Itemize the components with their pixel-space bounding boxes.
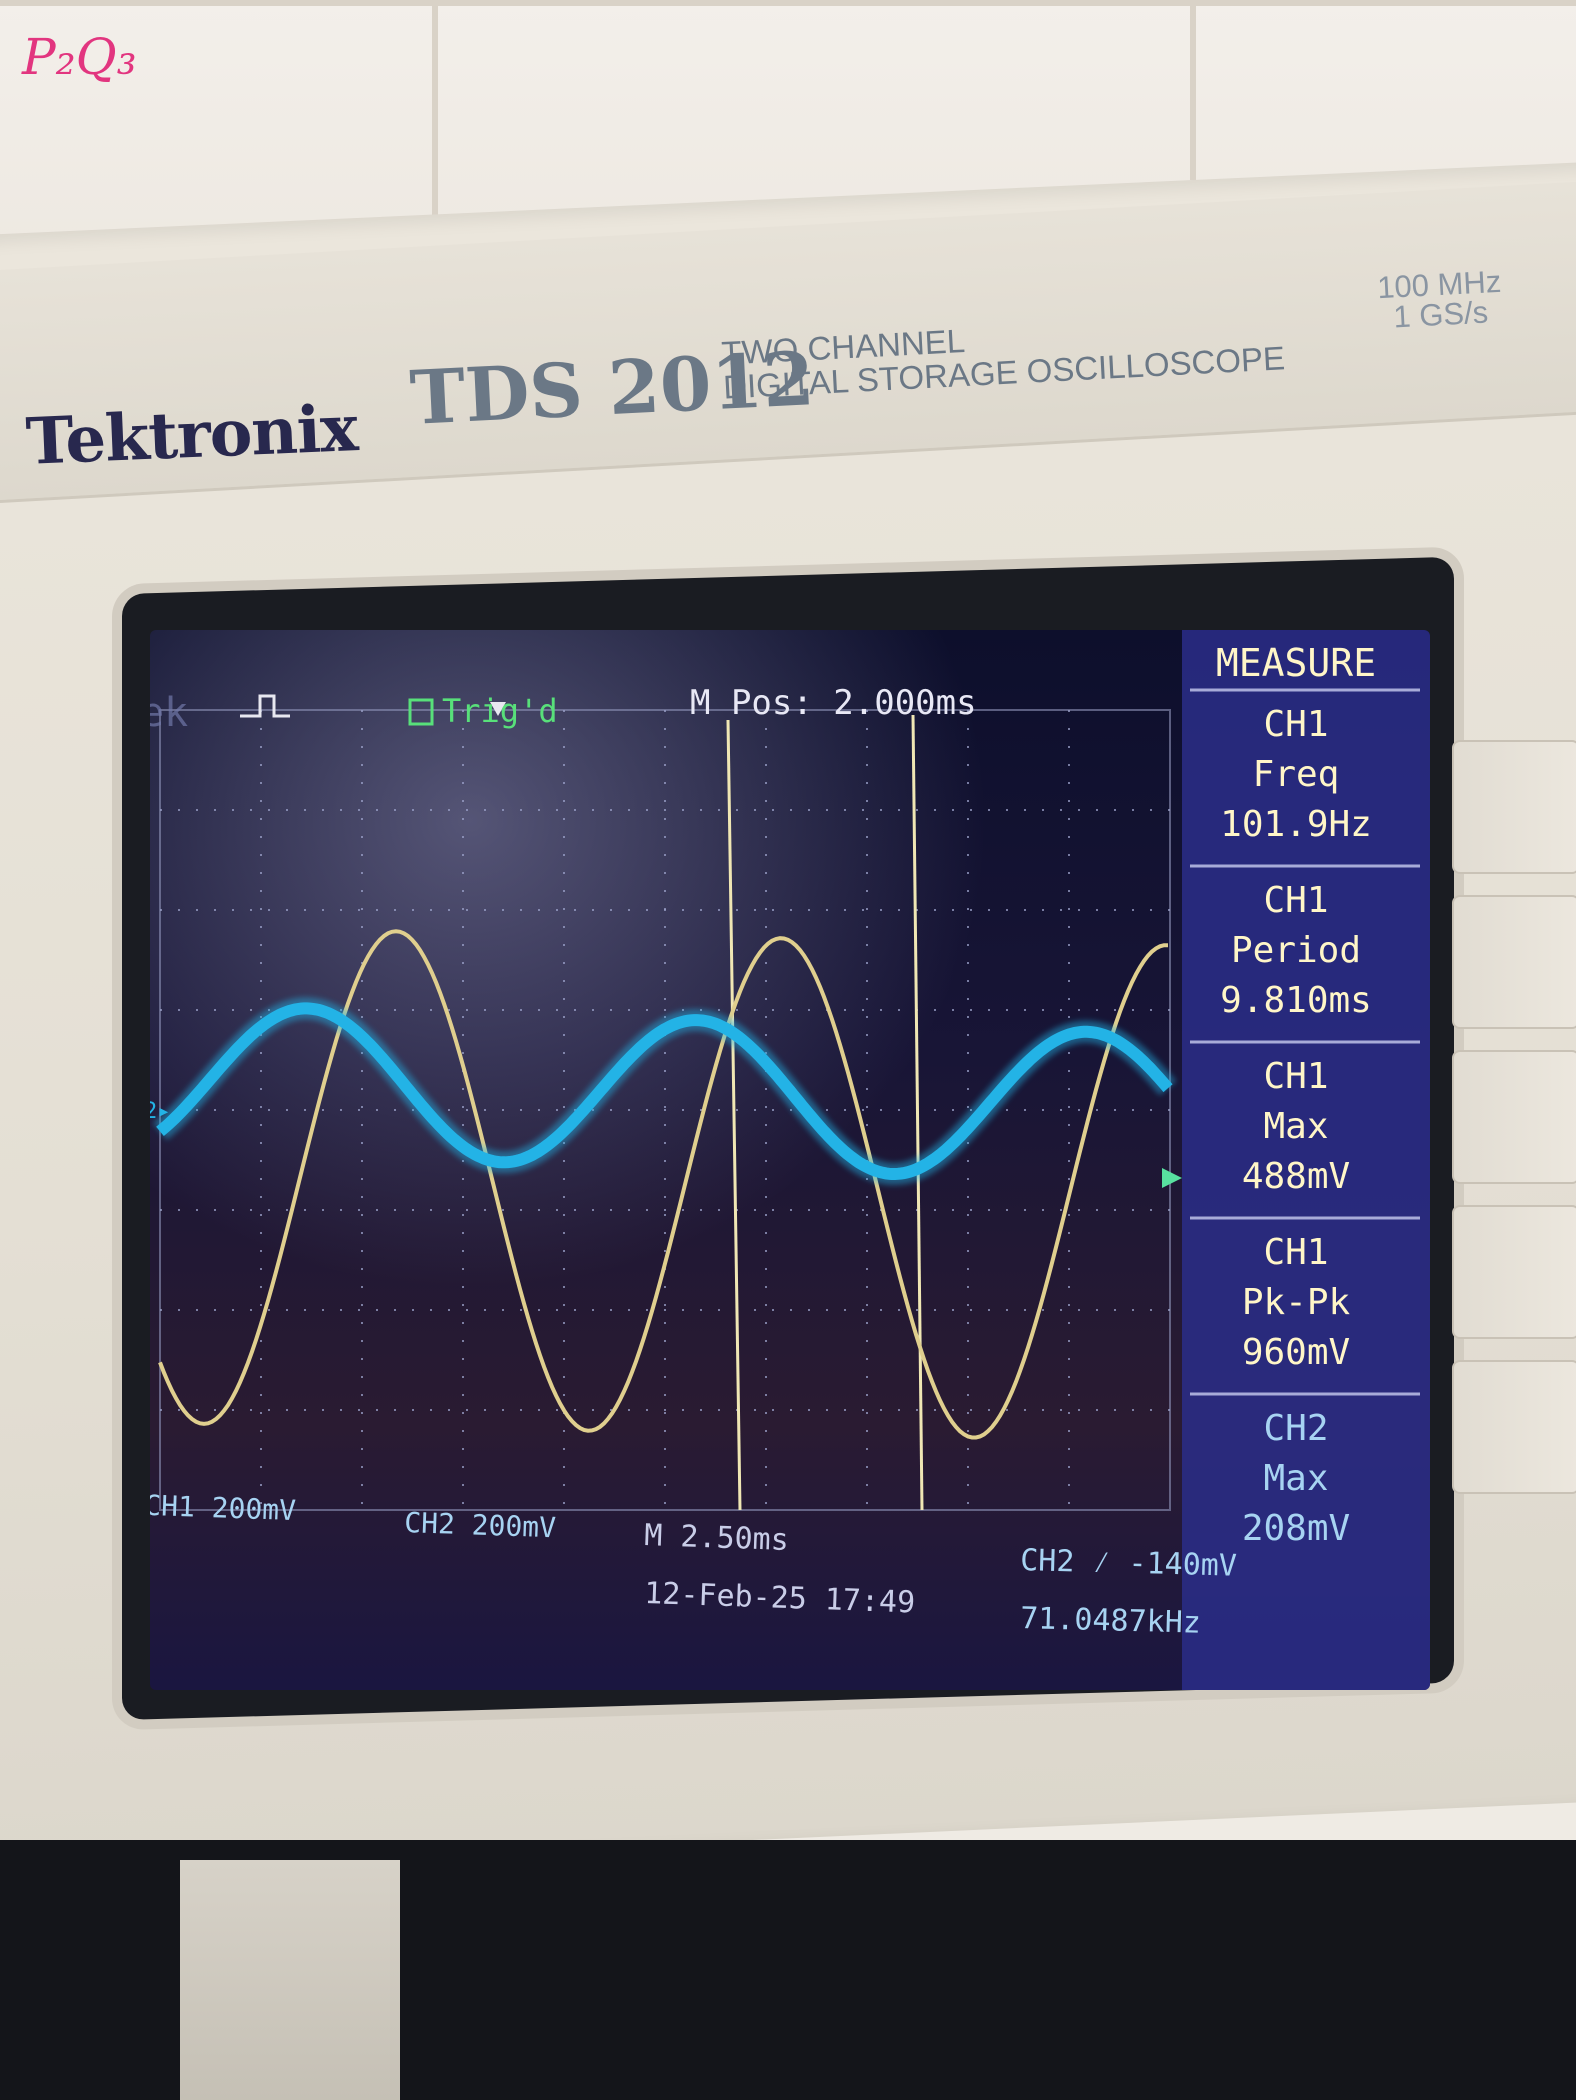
measure-value: 9.810ms	[1220, 980, 1372, 1021]
trigger-position-marker	[490, 702, 506, 716]
trigger-status: Trig'd	[442, 692, 558, 730]
measure-type: Pk-Pk	[1242, 1282, 1351, 1323]
tek-label: Tek	[150, 690, 188, 736]
trigger-setting-readout: CH2 ⁄ -140mV	[1020, 1543, 1238, 1584]
ch2-ground-marker: 2▸	[150, 1099, 171, 1124]
ch1-waveform	[158, 929, 1168, 1440]
measure-value: 488mV	[1242, 1156, 1350, 1197]
option-button-5[interactable]	[1452, 1360, 1576, 1494]
measure-title: MEASURE	[1216, 641, 1376, 685]
measure-panel	[1182, 630, 1430, 1690]
measure-channel: CH1	[1263, 880, 1328, 921]
trigger-level-arrow	[1162, 1168, 1182, 1188]
scope-display: 2▸ Tek Trig'd M Pos: 2.000ms MEASURE CH1…	[150, 630, 1430, 1690]
datetime-readout: 12-Feb-25 17:49	[644, 1576, 916, 1620]
spec-label: 100 MHz 1 GS/s	[1376, 263, 1503, 335]
measure-value: 208mV	[1242, 1508, 1350, 1549]
ch2-scale-readout: CH2 200mV	[404, 1506, 557, 1544]
ch1-scale-readout: CH1 200mV	[150, 1489, 297, 1527]
option-button-2[interactable]	[1452, 895, 1576, 1029]
measure-value: 101.9Hz	[1220, 804, 1372, 845]
measure-channel: CH2	[1263, 1408, 1328, 1449]
measure-type: Period	[1231, 930, 1361, 971]
measure-channel: CH1	[1263, 704, 1328, 745]
measure-channel: CH1	[1263, 1232, 1328, 1273]
option-button-4[interactable]	[1452, 1205, 1576, 1339]
measure-type: Max	[1263, 1458, 1328, 1499]
oscilloscope-screen: 2▸ Tek Trig'd M Pos: 2.000ms MEASURE CH1…	[150, 630, 1430, 1690]
position-readout: M Pos: 2.000ms	[690, 683, 977, 723]
trigger-frequency-readout: 71.0487kHz	[1020, 1601, 1201, 1641]
measure-value: 960mV	[1242, 1332, 1350, 1373]
option-button-1[interactable]	[1452, 740, 1576, 874]
timebase-readout: M 2.50ms	[644, 1518, 790, 1558]
measure-channel: CH1	[1263, 1056, 1328, 1097]
cursor-line-2	[911, 714, 924, 1511]
handwritten-note: P₂Q₃	[22, 28, 137, 86]
acquire-mode-icon	[240, 694, 290, 718]
cursor-line-1	[726, 719, 742, 1511]
measure-type: Max	[1263, 1106, 1328, 1147]
ch2-waveform	[156, 1002, 1173, 1180]
graticule	[159, 709, 1171, 1511]
trigger-status-icon	[408, 698, 434, 726]
measure-type: Freq	[1253, 754, 1340, 795]
option-button-3[interactable]	[1452, 1050, 1576, 1184]
brand-logo: Tektronix	[24, 391, 359, 480]
oscilloscope-stand	[180, 1860, 400, 2100]
